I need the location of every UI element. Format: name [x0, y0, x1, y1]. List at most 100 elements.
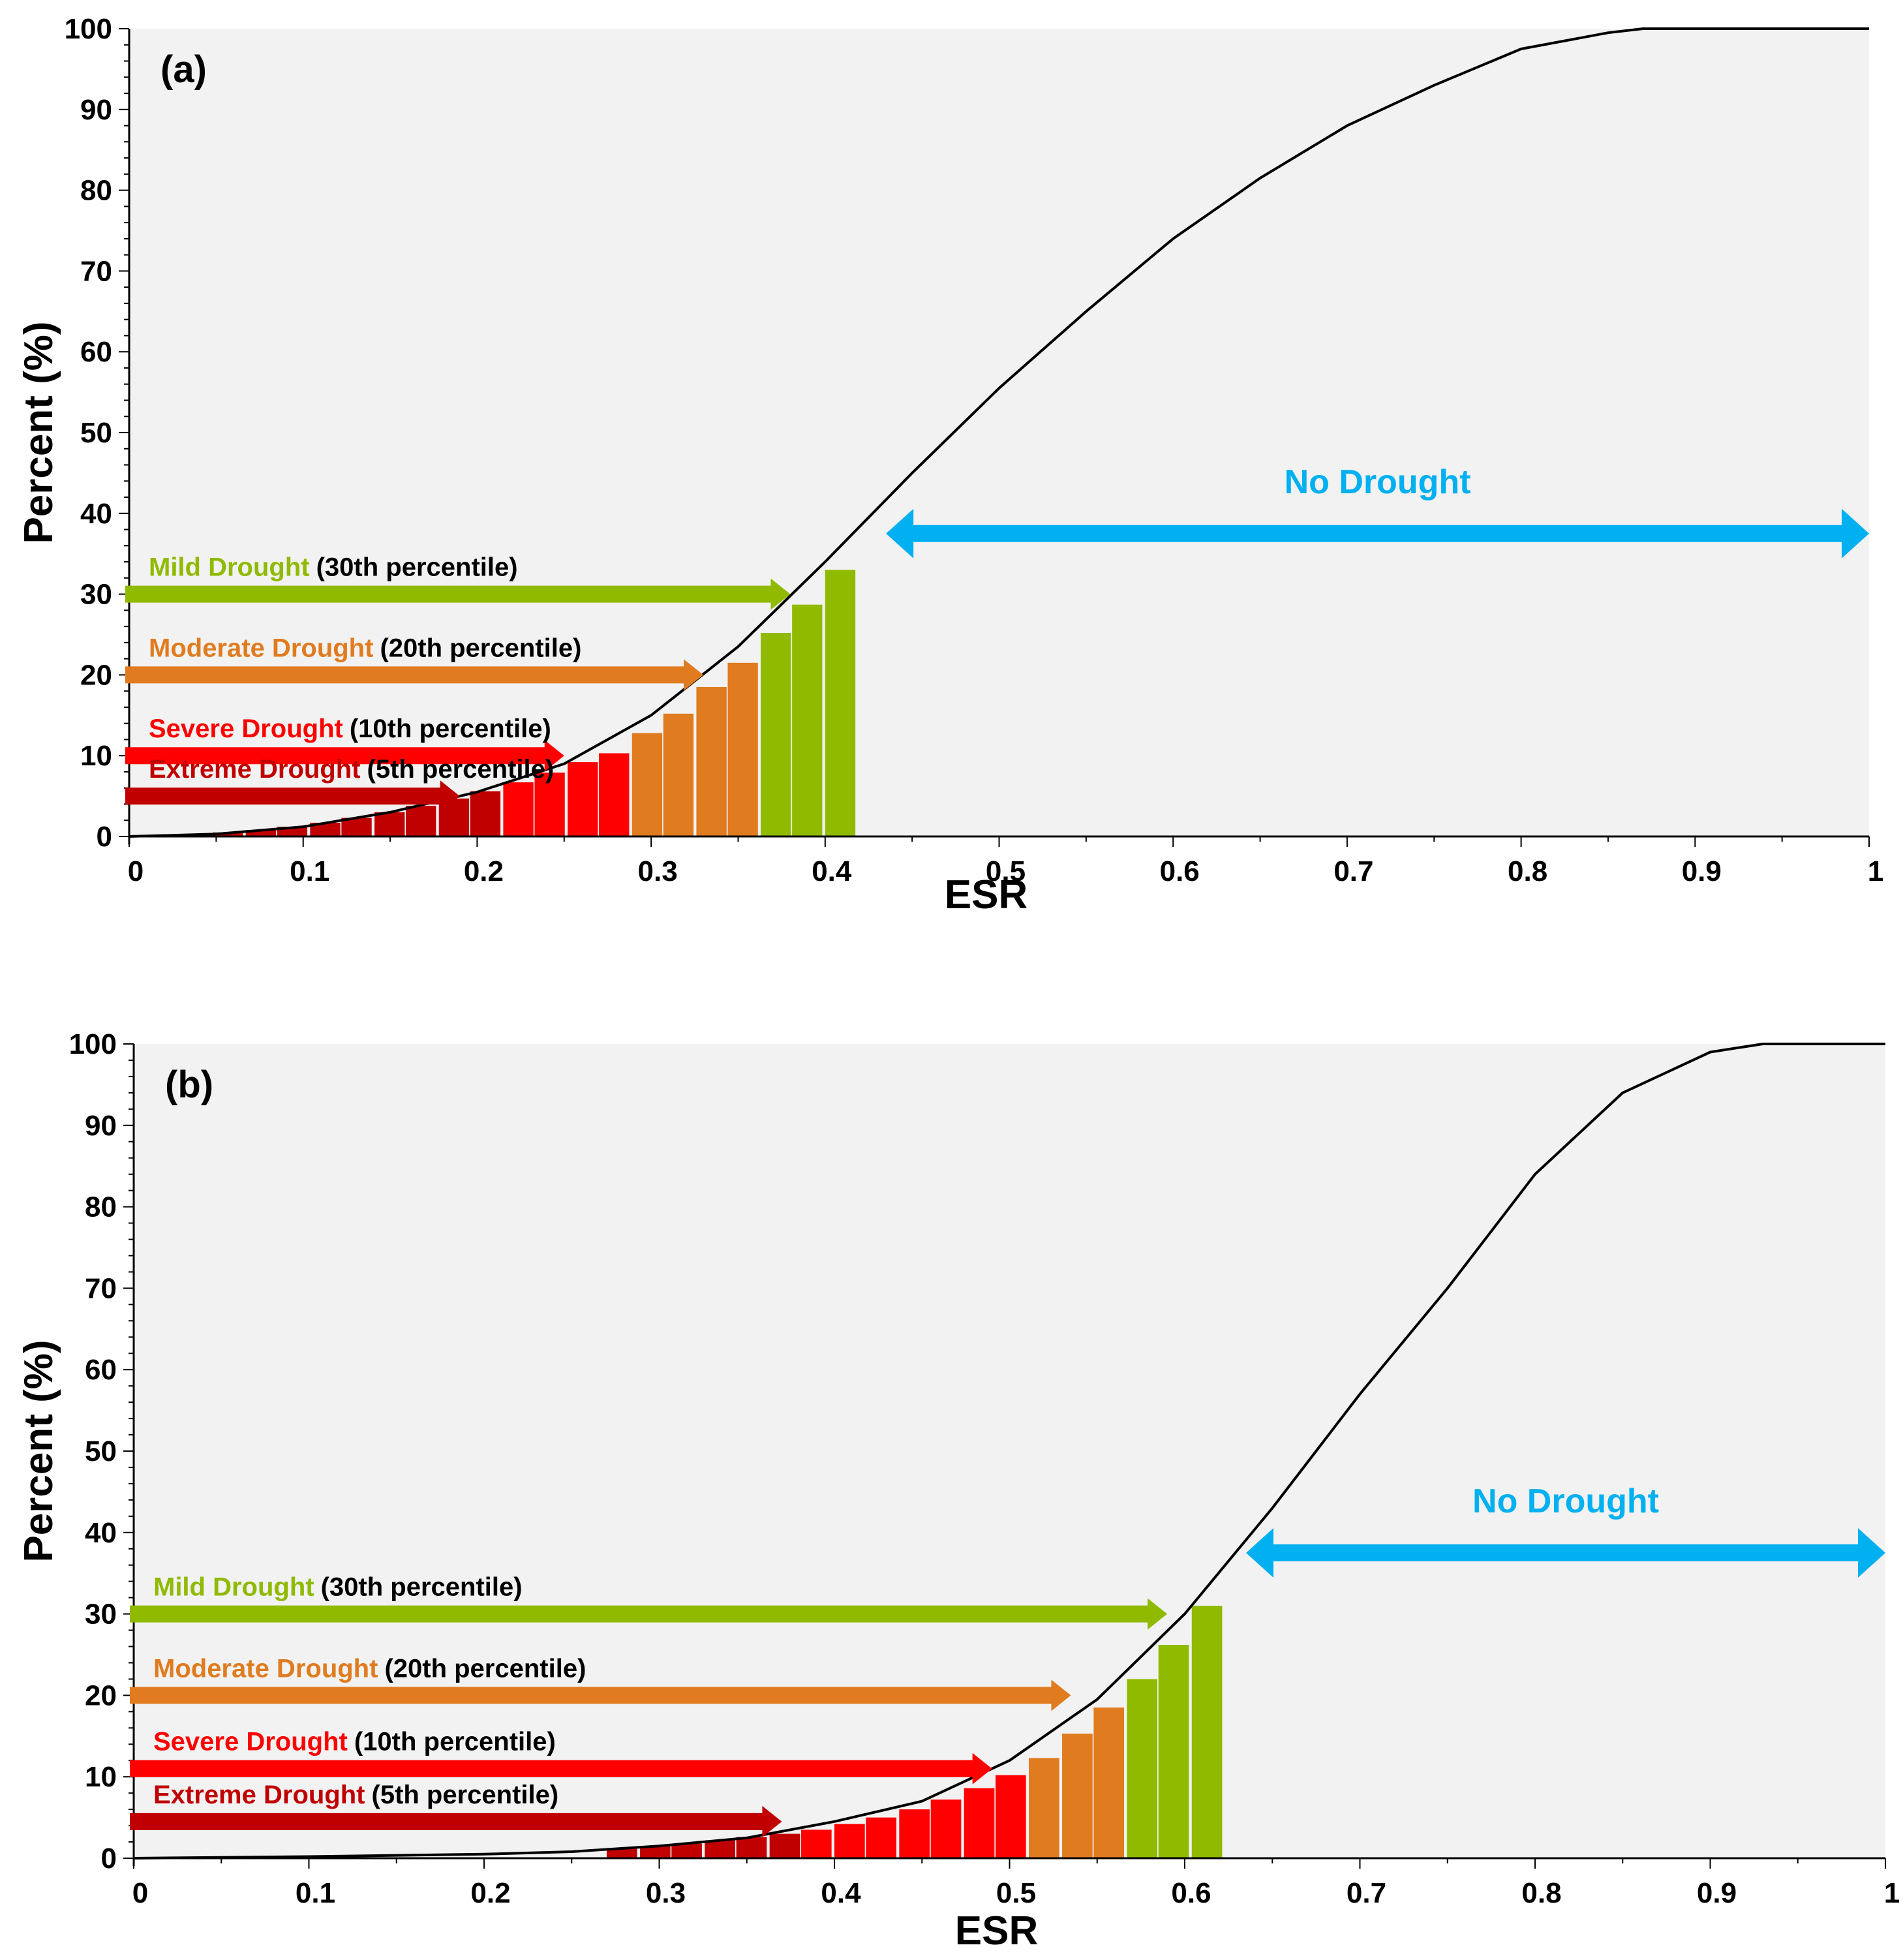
arrowhead-mild [1148, 1598, 1168, 1630]
panel-b: 0 10 20 30 40 50 60 70 80 90 100 0 0.1 0.2 0.3 0.4 0.5 0.… [16, 1028, 1900, 1953]
band-detail: (20th percentile) [384, 1654, 586, 1683]
arrowhead-severe [972, 1753, 992, 1784]
bar-extreme [470, 791, 501, 836]
bar-severe [534, 773, 565, 836]
band-name: Severe Drought [153, 1728, 348, 1756]
bar-severe [599, 753, 630, 836]
bar-extreme [245, 830, 277, 836]
x-tick-label: 0.5 [986, 855, 1026, 887]
band-label-mild: Mild Drought (30th percentile) [153, 1573, 523, 1602]
bar-extreme [639, 1846, 671, 1858]
y-tick-label: 40 [80, 498, 112, 530]
cdf-curve [133, 1043, 1885, 1860]
x-tick-label: 0.4 [812, 855, 852, 887]
bar-moderate [696, 686, 727, 836]
no-drought-label: No Drought [1285, 463, 1471, 501]
bar-extreme [671, 1843, 702, 1858]
bar-mild [1158, 1645, 1189, 1858]
y-tick-label: 80 [80, 175, 112, 207]
bar-mild [761, 633, 791, 836]
x-tick-label: 0.9 [1682, 855, 1722, 887]
bar-extreme [736, 1837, 767, 1858]
x-tick-label: 0.6 [1171, 1877, 1211, 1909]
arrowhead-severe [544, 740, 564, 772]
x-tick-label: 0.8 [1521, 1877, 1561, 1909]
x-tick-label: 0.2 [470, 1877, 510, 1909]
bar-mild [1191, 1606, 1223, 1858]
no-drought-arrowhead-right [1842, 508, 1869, 559]
band-detail: (10th percentile) [350, 714, 551, 743]
bar-severe [866, 1817, 897, 1858]
band-name: Moderate Drought [153, 1654, 378, 1683]
arrowhead-mild [770, 578, 791, 610]
bar-severe [834, 1824, 865, 1858]
y-axis-title: Percent (%) [16, 1340, 61, 1562]
y-tick-label: 60 [80, 336, 112, 368]
x-tick-label: 0 [128, 855, 144, 887]
arrowhead-extreme [762, 1805, 782, 1837]
no-drought-arrowhead-left [1245, 1528, 1273, 1578]
band-name: Extreme Drought [149, 755, 361, 784]
x-tick-label: 0.4 [821, 1877, 861, 1909]
y-tick-label: 100 [65, 13, 112, 45]
x-tick-label: 1 [1884, 1877, 1900, 1909]
y-tick-label: 70 [80, 255, 112, 287]
x-tick-label: 0.3 [638, 855, 678, 887]
y-tick-label: 10 [80, 740, 112, 772]
y-tick-label: 80 [85, 1191, 117, 1223]
bar-severe [996, 1775, 1026, 1858]
band-detail: (10th percentile) [354, 1728, 556, 1756]
x-tick-label: 0.1 [290, 855, 329, 887]
band-name: Extreme Drought [153, 1781, 365, 1809]
plot-area [134, 1044, 1885, 1858]
band-label-moderate: Moderate Drought (20th percentile) [153, 1654, 586, 1683]
y-tick-label: 90 [80, 94, 112, 126]
no-drought-arrowhead-right [1858, 1528, 1885, 1578]
x-tick-label: 0.3 [646, 1877, 686, 1909]
y-tick-label: 40 [85, 1517, 117, 1549]
band-detail: (5th percentile) [367, 755, 555, 784]
bar-moderate [1029, 1758, 1059, 1858]
bar-extreme [213, 832, 243, 836]
y-tick-label: 50 [85, 1435, 117, 1467]
band-label-moderate: Moderate Drought (20th percentile) [149, 634, 581, 662]
band-label-severe: Severe Drought (10th percentile) [149, 714, 551, 743]
band-name: Mild Drought [149, 553, 310, 582]
bar-severe [930, 1799, 962, 1858]
bar-extreme [374, 812, 405, 836]
bar-extreme [705, 1840, 735, 1858]
x-tick-label: 0.7 [1333, 855, 1373, 887]
arrowhead-extreme [440, 780, 460, 812]
band-detail: (30th percentile) [316, 553, 518, 582]
y-tick-label: 20 [85, 1679, 117, 1711]
bar-extreme [769, 1833, 800, 1858]
no-drought-label: No Drought [1472, 1482, 1659, 1520]
no-drought-arrowhead-left [886, 508, 914, 559]
y-tick-label: 0 [101, 1843, 117, 1875]
bar-severe [964, 1788, 995, 1858]
panel-a: 0 10 20 30 40 50 60 70 80 90 100 0 0.1 0.2 0.3 0.4 0.5 0.… [16, 13, 1883, 917]
bar-moderate [632, 733, 663, 836]
bar-moderate [1062, 1734, 1093, 1858]
band-detail: (30th percentile) [321, 1573, 523, 1602]
bar-extreme [406, 805, 436, 836]
band-label-extreme: Extreme Drought (5th percentile) [149, 755, 554, 784]
arrowhead-moderate [684, 659, 704, 691]
band-name: Moderate Drought [149, 634, 373, 662]
bar-severe [899, 1809, 930, 1858]
bar-moderate [663, 713, 694, 836]
band-name: Severe Drought [149, 714, 343, 743]
x-tick-label: 0.1 [296, 1877, 335, 1909]
panel-label: (a) [160, 48, 207, 91]
bar-extreme [310, 822, 341, 836]
x-tick-label: 0.5 [996, 1877, 1036, 1909]
bar-extreme [341, 818, 372, 836]
bar-extreme [606, 1848, 637, 1858]
bar-mild [792, 604, 823, 836]
bar-severe [568, 762, 598, 836]
y-tick-label: 0 [97, 821, 112, 853]
y-tick-label: 90 [85, 1110, 117, 1142]
bar-moderate [1093, 1707, 1125, 1858]
y-tick-label: 10 [85, 1761, 117, 1793]
